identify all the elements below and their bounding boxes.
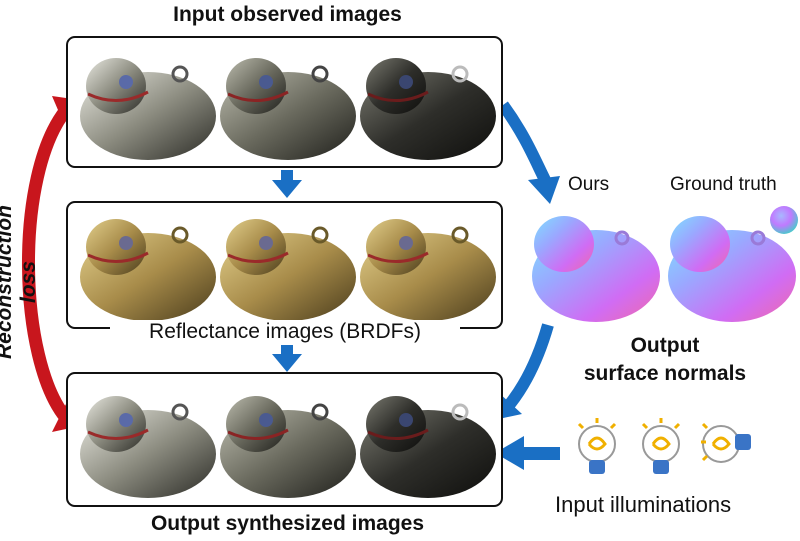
ground-truth-label: Ground truth (670, 174, 777, 195)
synthesized-images (80, 396, 496, 498)
ours-normal-map (532, 216, 660, 322)
reflectance-images (80, 219, 496, 321)
output-synthesized-title: Output synthesized images (150, 512, 425, 535)
ground-truth-normal-map (668, 216, 796, 322)
synth-cat-3 (360, 396, 496, 498)
synthesized-images-panel (66, 372, 503, 507)
cat-figure-3 (360, 58, 496, 160)
illumination-bulbs (577, 418, 751, 474)
output-normals-line2: surface normals (583, 362, 747, 385)
observed-images (80, 58, 496, 160)
output-normals-title: Output surface normals (560, 332, 770, 388)
reflectance-label: Reflectance images (BRDFs) (110, 320, 460, 344)
reconstruction-loss-label: Reconstruction loss (0, 205, 40, 360)
gold-cat-1 (80, 219, 216, 321)
cat-figure-1 (80, 58, 216, 160)
input-observed-title: Input observed images (173, 3, 402, 26)
gold-cat-2 (220, 219, 356, 321)
normal-sphere-icon (770, 206, 798, 234)
observed-images-panel (66, 36, 503, 168)
reflectance-images-panel (66, 201, 503, 329)
gold-cat-3 (360, 219, 496, 321)
synth-cat-2 (220, 396, 356, 498)
lightbulb-icon (701, 422, 751, 463)
output-normals-line1: Output (630, 334, 700, 357)
synth-cat-1 (80, 396, 216, 498)
surface-normal-maps (532, 206, 798, 322)
cat-figure-2 (220, 58, 356, 160)
ours-label: Ours (568, 174, 610, 195)
lightbulb-icon (577, 418, 617, 474)
lightbulb-icon (641, 418, 681, 474)
input-illuminations-label: Input illuminations (555, 492, 732, 517)
